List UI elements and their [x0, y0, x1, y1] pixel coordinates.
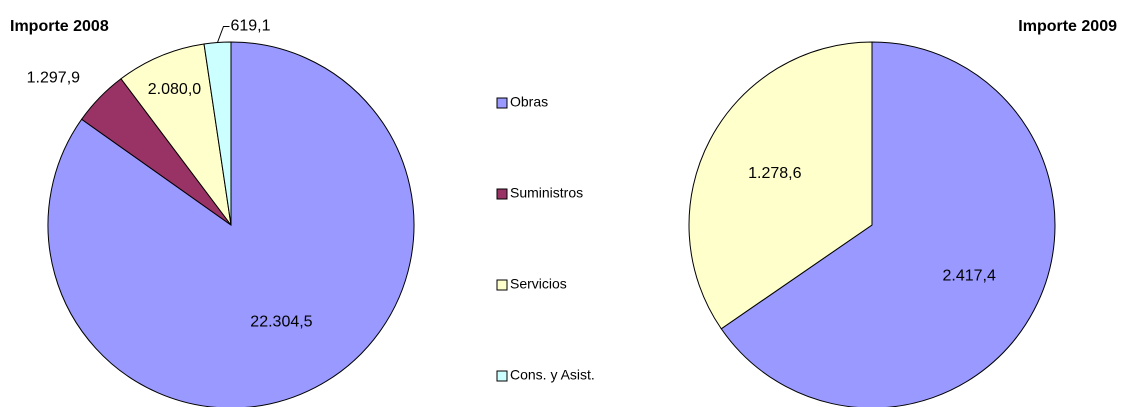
- legend-swatch: [496, 97, 508, 109]
- data-label: 2.080,0: [148, 81, 201, 98]
- pie-slice: [203, 41, 232, 226]
- data-label: 619,1: [230, 18, 270, 35]
- leader-line: [217, 26, 230, 43]
- legend-swatch: [496, 188, 508, 200]
- data-label: 1.297,9: [27, 70, 80, 87]
- data-label: 1.278,6: [748, 165, 801, 182]
- pie-slice: [720, 41, 1056, 407]
- pie-slice: [120, 43, 232, 226]
- data-label: 2.417,4: [942, 267, 995, 284]
- legend-label: Servicios: [510, 276, 567, 292]
- chart-title: Importe 2008: [10, 18, 109, 35]
- data-label: 22.304,5: [250, 314, 312, 331]
- legend-swatch: [496, 370, 508, 382]
- legend-label: Cons. y Asist.: [510, 367, 595, 383]
- legend-swatch: [496, 279, 508, 291]
- chart-title: Importe 2009: [1018, 18, 1117, 35]
- pie-slice: [47, 41, 415, 407]
- legend-label: Obras: [510, 94, 548, 110]
- legend-label: Suministros: [510, 185, 583, 201]
- pie-slice: [688, 41, 873, 330]
